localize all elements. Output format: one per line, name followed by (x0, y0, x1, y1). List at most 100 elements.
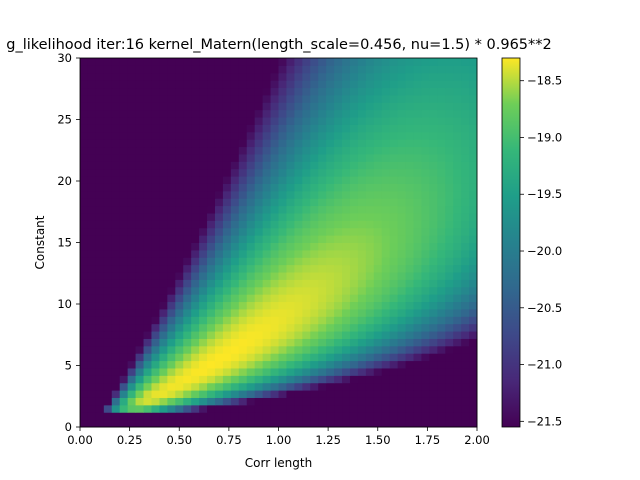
heatmap-cell (246, 139, 256, 148)
heatmap-cell (270, 109, 279, 118)
heatmap-cell (183, 168, 192, 177)
colorbar-tick-label: −21.5 (527, 414, 562, 428)
heatmap-cell (278, 375, 287, 384)
heatmap-cell (270, 286, 279, 295)
heatmap-cell (421, 360, 430, 369)
heatmap-cell (437, 205, 446, 214)
heatmap-cell (167, 161, 176, 170)
heatmap-cell (159, 80, 168, 89)
heatmap-cell (167, 205, 176, 214)
heatmap-cell (246, 264, 256, 273)
heatmap-cell (461, 117, 470, 125)
heatmap-cell (349, 139, 359, 148)
heatmap-cell (119, 102, 129, 111)
heatmap-cell (151, 338, 160, 347)
heatmap-cell (230, 272, 240, 280)
heatmap-cell (167, 87, 176, 96)
heatmap-cell (167, 80, 176, 89)
heatmap-cell (278, 264, 287, 273)
heatmap-cell (127, 382, 137, 391)
heatmap-cell (222, 87, 232, 96)
heatmap-cell (286, 212, 295, 221)
heatmap-cell (421, 375, 430, 384)
heatmap-cell (278, 146, 287, 155)
heatmap-cell (119, 139, 129, 148)
heatmap-cell (207, 308, 216, 317)
heatmap-cell (87, 286, 97, 295)
heatmap-cell (270, 294, 279, 303)
heatmap-cell (294, 198, 303, 207)
heatmap-cell (270, 345, 279, 354)
heatmap-cell (199, 190, 208, 199)
heatmap-cell (342, 375, 351, 384)
heatmap-cell (159, 109, 168, 118)
heatmap-cell (365, 301, 375, 310)
heatmap-cell (254, 323, 264, 332)
heatmap-cell (397, 183, 407, 192)
heatmap-cell (357, 205, 367, 214)
heatmap-cell (103, 168, 113, 177)
heatmap-cell (326, 124, 335, 133)
heatmap-cell (262, 153, 272, 162)
heatmap-cell (127, 153, 137, 162)
heatmap-cell (461, 220, 470, 229)
heatmap-cell (222, 264, 232, 273)
heatmap-cell (469, 139, 478, 148)
heatmap-cell (207, 353, 216, 362)
heatmap-cell (349, 94, 359, 103)
heatmap-cell (357, 190, 367, 199)
heatmap-cell (286, 338, 295, 347)
heatmap-cell (254, 153, 264, 162)
heatmap-cell (349, 390, 359, 398)
heatmap-cell (318, 419, 327, 428)
heatmap-cell (207, 168, 216, 177)
heatmap-cell (175, 338, 184, 347)
heatmap-cell (80, 139, 89, 148)
heatmap-cell (357, 242, 367, 251)
heatmap-cell (230, 345, 240, 354)
heatmap-cell (326, 131, 335, 140)
heatmap-cell (326, 58, 335, 66)
heatmap-cell (286, 198, 295, 207)
heatmap-cell (365, 412, 375, 421)
heatmap-cell (183, 124, 192, 133)
heatmap-cell (103, 176, 113, 184)
heatmap-cell (381, 375, 391, 384)
heatmap-cell (95, 65, 105, 74)
heatmap-cell (103, 323, 113, 332)
heatmap-cell (421, 242, 430, 251)
heatmap-cell (103, 139, 113, 148)
heatmap-cell (95, 117, 105, 125)
heatmap-cell (421, 205, 430, 214)
heatmap-cell (397, 131, 407, 140)
heatmap-cell (95, 58, 105, 66)
heatmap-cell (421, 331, 430, 339)
heatmap-cell (389, 80, 399, 89)
heatmap-cell (318, 161, 327, 170)
heatmap-cell (270, 212, 279, 221)
heatmap-cell (167, 176, 176, 184)
heatmap-cell (80, 176, 89, 184)
heatmap-cell (365, 264, 375, 273)
heatmap-cell (199, 80, 208, 89)
heatmap-cell (373, 412, 383, 421)
heatmap-cell (302, 183, 311, 192)
heatmap-cell (111, 212, 121, 221)
heatmap-cell (167, 338, 176, 347)
heatmap-cell (437, 139, 446, 148)
heatmap-cell (294, 176, 303, 184)
heatmap-cell (230, 205, 240, 214)
heatmap-cell (222, 212, 232, 221)
heatmap-cell (254, 249, 264, 258)
heatmap-cell (230, 257, 240, 266)
heatmap-cell (334, 139, 343, 148)
heatmap-cell (87, 316, 97, 325)
heatmap-cell (80, 235, 89, 243)
heatmap-cell (254, 390, 264, 398)
heatmap-cell (445, 153, 454, 162)
heatmap-cell (111, 198, 121, 207)
heatmap-cell (342, 198, 351, 207)
heatmap-cell (342, 412, 351, 421)
heatmap-cell (80, 404, 89, 413)
heatmap-cell (135, 220, 145, 229)
